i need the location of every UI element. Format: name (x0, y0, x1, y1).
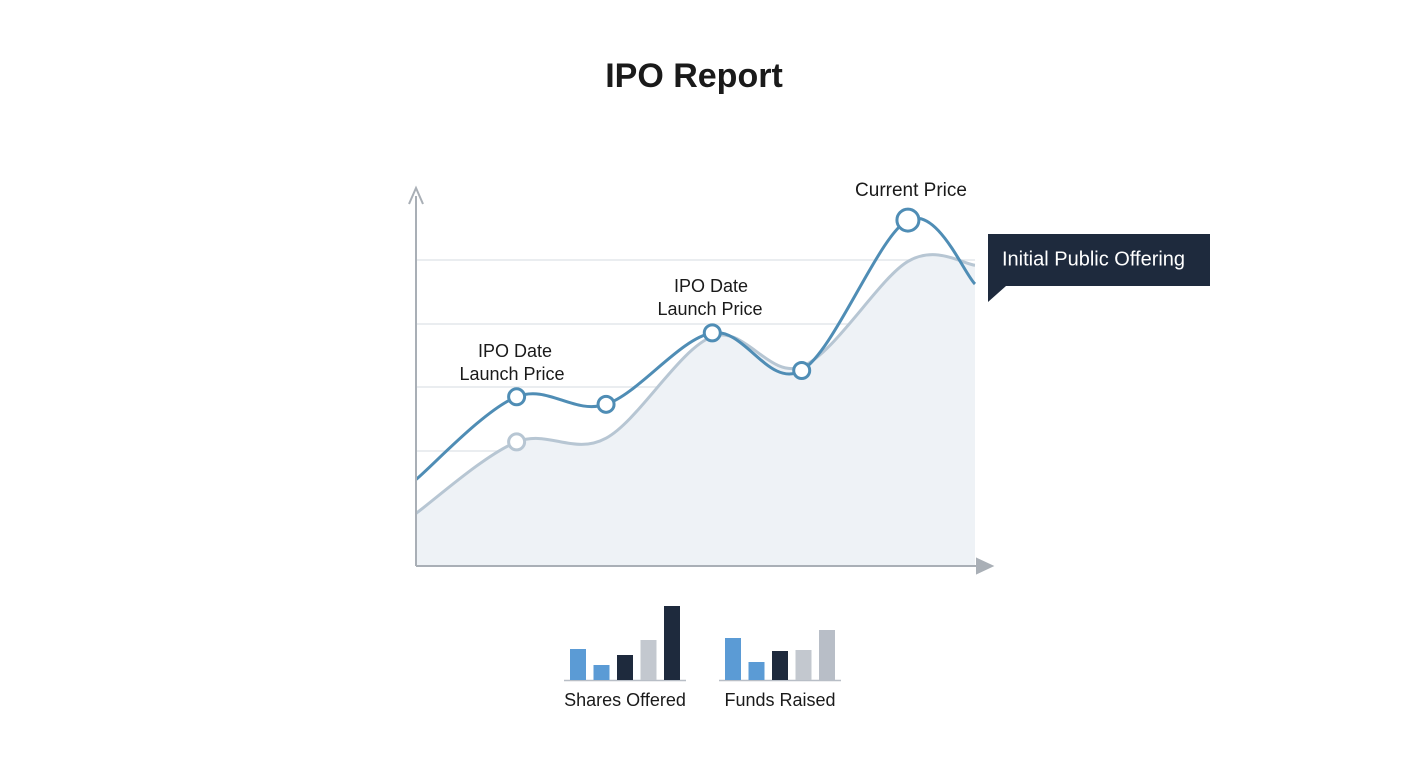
bar (772, 651, 788, 680)
bar (617, 655, 633, 680)
bar (725, 638, 741, 680)
bar (570, 649, 586, 680)
annotation: IPO Date (674, 276, 748, 296)
point-marker (702, 323, 722, 343)
bar (819, 630, 835, 680)
bar (640, 640, 657, 680)
callout: Initial Public Offering (988, 234, 1210, 302)
bar (795, 650, 812, 680)
mini-chart-label: Funds Raised (724, 690, 835, 710)
mini-chart-label: Shares Offered (564, 690, 686, 710)
point-marker (895, 207, 921, 233)
page-title: IPO Report (605, 57, 783, 95)
plot (415, 207, 977, 566)
annotation: Launch Price (459, 364, 564, 384)
annotation: IPO Date (478, 341, 552, 361)
bar (593, 665, 610, 680)
callout-box (988, 234, 1210, 302)
y-axis-arrow (408, 185, 424, 205)
annotation: Current Price (855, 180, 967, 201)
area (416, 254, 975, 566)
x-axis-arrow (976, 557, 995, 575)
callout-text: Initial Public Offering (1002, 248, 1185, 270)
point-marker (792, 360, 812, 380)
bar (748, 662, 765, 680)
bar (664, 606, 680, 680)
point-marker (507, 432, 527, 452)
axes (408, 185, 995, 575)
point-marker (507, 387, 527, 407)
annotation: Launch Price (657, 299, 762, 319)
point-marker (596, 394, 616, 414)
